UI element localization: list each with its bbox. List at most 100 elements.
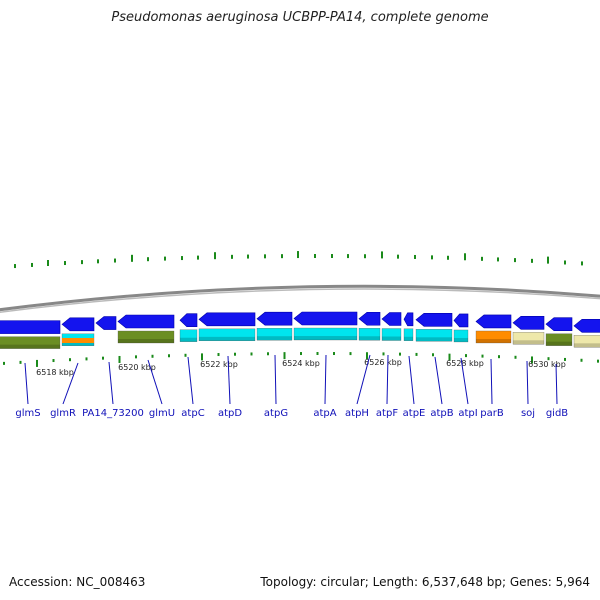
- position-tick-label: 6520 kbp: [118, 363, 156, 372]
- gene-leader-line: [434, 356, 443, 405]
- cog-bar: [293, 327, 358, 341]
- cog-bar-shade: [404, 336, 413, 341]
- cog-bar-shade: [199, 336, 255, 341]
- cog-bar-shade: [476, 338, 511, 343]
- cog-bar-shade: [62, 341, 94, 346]
- cog-bar-shade: [257, 336, 292, 341]
- cog-bar: [0, 336, 61, 349]
- gene-label: atpG: [264, 408, 288, 419]
- cog-bar-shade: [416, 337, 452, 342]
- gene-label: atpE: [403, 408, 426, 419]
- cog-bar-shade: [0, 344, 60, 349]
- gene-label: atpA: [313, 408, 336, 419]
- cog-bar: [381, 328, 402, 341]
- cog-bar: [358, 328, 381, 341]
- gene-label: parB: [480, 408, 504, 419]
- position-tick-label: 6524 kbp: [282, 359, 320, 368]
- gene-leader-line: [108, 361, 114, 405]
- gene-arrow: [403, 312, 414, 327]
- gene-arrow: [293, 311, 358, 326]
- position-tick-label: 6526 kbp: [364, 358, 402, 367]
- gene-arrow: [573, 319, 600, 333]
- position-tick-label: 6530 kbp: [528, 360, 566, 369]
- gene-leader-line: [555, 363, 558, 405]
- gene-arrow: [545, 317, 573, 331]
- cog-bar-shade: [513, 340, 544, 345]
- gene-leader-line: [62, 362, 79, 405]
- cog-bar-shade: [574, 343, 600, 348]
- gene-label: atpD: [218, 408, 242, 419]
- gene-label: PA14_73200: [82, 408, 144, 419]
- map-title: Pseudomonas aeruginosa UCBPP-PA14, compl…: [111, 10, 489, 25]
- position-tick-label: 6528 kbp: [446, 359, 484, 368]
- gene-leader-line: [24, 362, 29, 405]
- cog-bar-shade: [180, 337, 197, 342]
- gene-leader-line: [356, 354, 371, 405]
- gene-arrow: [453, 313, 469, 328]
- gene-labels: glmS glmR PA14_73200 glmU atpC atpD atpG atpA at…: [15, 354, 568, 419]
- gene-arrow: [512, 316, 545, 330]
- gene-label: gidB: [546, 408, 568, 419]
- gene-label: glmU: [149, 408, 175, 419]
- cog-bar-shade: [359, 336, 380, 341]
- gene-label: soj: [521, 408, 535, 419]
- accession-text: Accession: NC_008463: [9, 575, 146, 589]
- backbone-arc-inner: [0, 288, 600, 313]
- gene-leader-line: [490, 358, 493, 405]
- position-tick-label: 6518 kbp: [36, 368, 74, 377]
- gene-label: glmS: [15, 408, 40, 419]
- cog-bars: [0, 327, 600, 349]
- gene-leader-line: [227, 355, 231, 405]
- gene-leader-line: [274, 354, 277, 405]
- gene-arrow: [381, 312, 402, 326]
- gene-label: atpI: [458, 408, 477, 419]
- cog-bar: [512, 332, 545, 345]
- cog-bar: [179, 329, 198, 342]
- cog-bar-shade: [454, 337, 468, 342]
- cog-bar: [415, 329, 453, 342]
- gene-arrow: [475, 314, 512, 329]
- backbone-arc: [0, 284, 600, 312]
- gene-arrow: [198, 312, 256, 327]
- cog-bar: [545, 333, 573, 346]
- cog-bar: [256, 328, 293, 341]
- gene-label: atpF: [376, 408, 398, 419]
- cog-bar: [453, 329, 469, 343]
- gene-leader-line: [526, 360, 529, 405]
- cog-bar-shade: [546, 341, 572, 346]
- gene-arrow: [95, 316, 117, 330]
- gene-label: atpB: [430, 408, 453, 419]
- position-ticks: 6518 kbp 6520 kbp 6522 kbp 6524 kbp 6526 kbp…: [36, 358, 566, 377]
- gene-arrow: [117, 314, 175, 329]
- position-tick-label: 6522 kbp: [200, 360, 238, 369]
- gene-leader-line: [408, 355, 415, 405]
- bottom-ticks: [3, 352, 599, 367]
- gene-label: atpH: [345, 408, 369, 419]
- cog-bar-shade: [118, 338, 174, 343]
- cog-bar: [475, 330, 512, 344]
- gene-leader-line: [324, 354, 327, 405]
- gene-arrow: [61, 317, 95, 332]
- gene-arrow: [256, 311, 293, 326]
- cog-bar-shade: [382, 336, 401, 341]
- cog-bar-shade: [294, 336, 357, 341]
- gene-leader-line: [460, 357, 469, 405]
- cog-bar: [573, 335, 600, 348]
- gene-leader-line: [187, 356, 194, 405]
- gene-leader-line: [386, 354, 389, 405]
- gene-arrow: [358, 311, 381, 326]
- gene-label: atpC: [181, 408, 204, 419]
- gene-label: glmR: [50, 408, 76, 419]
- gc-skew-ticks: [14, 251, 583, 269]
- gene-arrow: [179, 313, 198, 328]
- genome-summary: Topology: circular; Length: 6,537,648 bp…: [260, 575, 590, 589]
- cog-bar-secondary: [62, 338, 94, 343]
- gene-arrows: [0, 311, 600, 334]
- cog-bar: [198, 328, 256, 342]
- gene-arrow: [415, 312, 453, 327]
- gene-leader-line: [147, 359, 163, 405]
- cog-bar: [117, 330, 175, 344]
- gene-arrow: [0, 320, 61, 334]
- cog-bar: [403, 328, 414, 341]
